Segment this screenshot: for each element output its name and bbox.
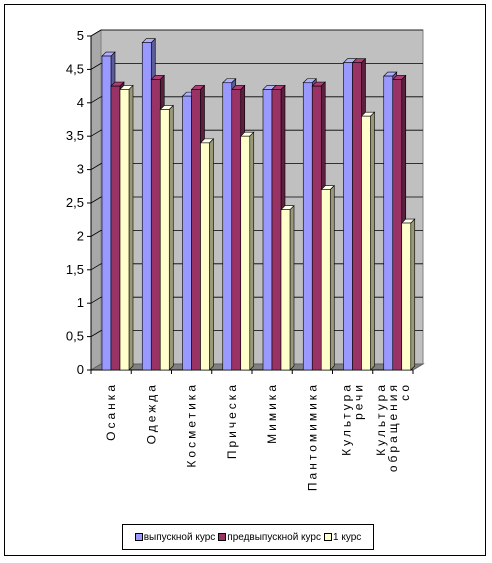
gridline-side-7 (90, 129, 102, 137)
legend-swatch-1 (218, 533, 227, 541)
bar-0-6 (343, 62, 353, 371)
ytick-label-3: 1,5 (66, 262, 84, 277)
bar-1-2 (191, 89, 201, 371)
category-label-6-0: Культура (340, 382, 354, 456)
ytick-label-2: 1 (77, 295, 84, 310)
bar-2-2 (200, 142, 210, 371)
legend-item-0: выпускной курс (134, 531, 216, 543)
bar-0-3 (222, 82, 233, 371)
category-label-5-0: Пантомимика (305, 382, 319, 491)
bar-2-4 (280, 209, 291, 371)
ytick-label-10: 5 (77, 28, 84, 43)
bar-0-0 (101, 55, 112, 371)
ytick-label-0: 0 (77, 362, 84, 377)
legend-label-2: 1 курс (333, 531, 362, 543)
bar-1-4 (271, 89, 282, 371)
ytick-label-6: 3 (77, 162, 84, 177)
gridline-side-8 (90, 96, 102, 104)
bar-side-2-3 (249, 131, 255, 371)
legend-swatch-0 (134, 533, 143, 541)
category-label-7-0: Культура (374, 382, 388, 456)
gridline-side-9 (90, 63, 102, 70)
gridline-side-1 (90, 330, 102, 337)
bar-1-3 (231, 89, 242, 371)
bar-2-1 (159, 109, 170, 371)
bar-2-0 (119, 89, 130, 371)
bar-side-2-1 (168, 104, 174, 371)
gridline-side-3 (90, 263, 102, 271)
legend-label-0: выпускной курс (143, 531, 216, 543)
ytick-label-7: 3,5 (66, 128, 84, 143)
category-label-0-0: Осанка (104, 382, 118, 441)
bar-1-6 (352, 62, 362, 371)
bar-1-7 (392, 79, 403, 371)
gridline-side-2 (90, 296, 102, 304)
category-label-7-2: со (398, 382, 412, 401)
legend-item-1: предвыпускной курс (218, 532, 321, 543)
bar-1-5 (311, 85, 322, 371)
ytick-label-4: 2 (77, 228, 84, 243)
bar-1-1 (150, 79, 161, 371)
ytick-label-5: 2,5 (66, 195, 84, 210)
legend-label-1: предвыпускной курс (227, 531, 321, 543)
ytick-label-8: 4 (77, 95, 84, 110)
gridline-side-5 (90, 196, 102, 204)
gridline-side-10 (90, 29, 102, 37)
bar-side-2-7 (410, 218, 416, 371)
legend-swatch-2 (324, 533, 332, 541)
category-label-7-1: обращения (386, 382, 400, 472)
bar-side-2-2 (209, 138, 214, 371)
category-label-4-0: Мимика (265, 382, 279, 444)
bar-0-7 (383, 75, 394, 371)
chart-frame: 0 0,5 1 1,5 2 2,5 3 3,5 4 4,5 5 Осанка Одежда Космети… (4, 4, 486, 556)
category-label-3-0: Прическа (225, 382, 239, 459)
category-label-6-1: речи (352, 382, 366, 420)
gridline-side-6 (90, 163, 102, 170)
category-label-2-0: Косметика (185, 382, 199, 468)
category-label-1-0: Одежда (144, 382, 158, 444)
bar-1-0 (110, 85, 121, 371)
bar-side-2-6 (370, 111, 375, 371)
legend-item-2: 1 курс (324, 532, 361, 543)
ytick-label-9: 4,5 (66, 61, 84, 76)
bar-0-2 (182, 95, 192, 371)
bar-2-5 (320, 189, 331, 371)
ytick-label-1: 0,5 (66, 329, 84, 344)
bar-2-6 (361, 115, 371, 371)
gridline-side-4 (90, 230, 102, 237)
bar-2-3 (240, 135, 251, 371)
bar-0-1 (141, 42, 152, 371)
bar-side-2-4 (289, 204, 295, 371)
bar-side-2-0 (128, 84, 134, 371)
bar-side-2-5 (329, 184, 335, 371)
bar-0-5 (302, 82, 313, 371)
chart-legend: выпускной курс предвыпускной курс 1 курс (122, 524, 374, 550)
bar-0-4 (262, 89, 273, 371)
bar-2-7 (401, 222, 412, 371)
chart-plot: 0 0,5 1 1,5 2 2,5 3 3,5 4 4,5 5 Осанка Одежда Космети… (66, 28, 425, 491)
